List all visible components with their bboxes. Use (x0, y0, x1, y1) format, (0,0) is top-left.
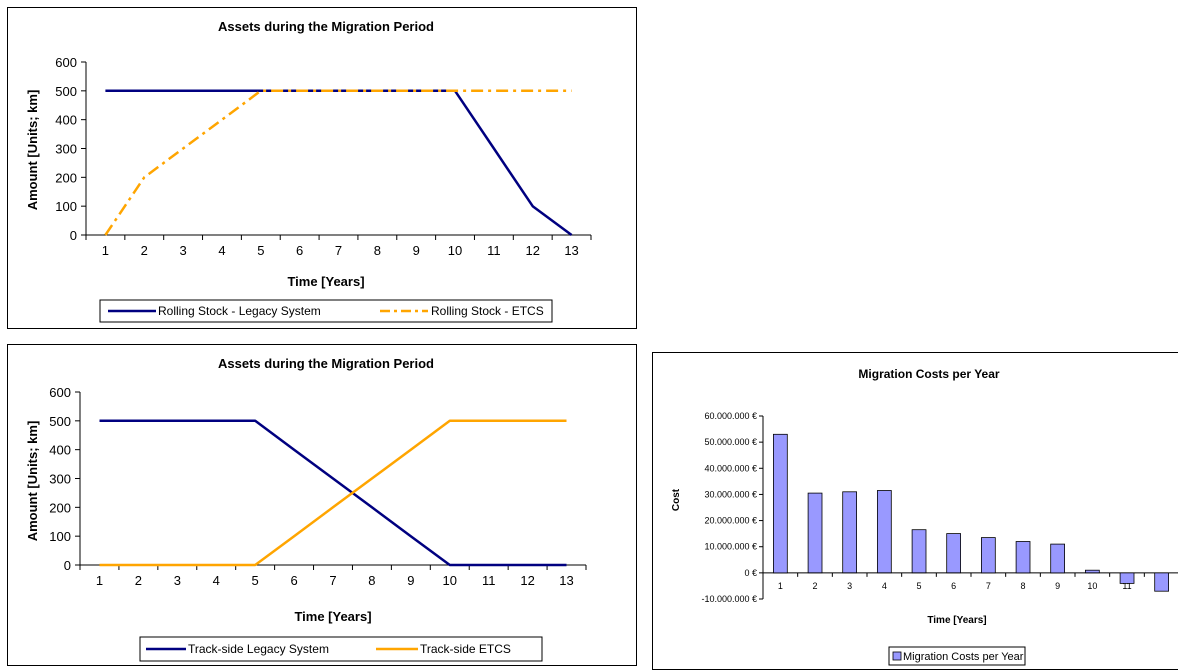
chart-1-svg: Assets during the Migration Period 0 100 2… (25, 19, 592, 323)
x-tick-label: 11 (482, 573, 496, 588)
y-axis-label: Amount [Units; km] (25, 421, 40, 542)
x-tick-label: 2 (141, 243, 148, 258)
x-tick-label: 13 (564, 243, 578, 258)
series-line-1 (99, 419, 567, 567)
x-tick-label: 3 (179, 243, 186, 258)
x-tick-label: 6 (296, 243, 303, 258)
x-tick-label: 2 (135, 573, 142, 588)
legend-box (139, 636, 543, 662)
y-tick-label: 0 (64, 558, 71, 573)
series-line-1 (104, 89, 572, 236)
x-tick-label: 7 (329, 573, 336, 588)
x-tick-label: 6 (290, 573, 297, 588)
legend-box (888, 646, 1026, 666)
y-tick-label: 600 (49, 385, 71, 400)
legend-label: Migration Costs per Year (903, 651, 1024, 663)
y-tick-label: -10.000.000 € (701, 594, 757, 604)
y-tick-label: 600 (55, 55, 77, 70)
chart-title: Migration Costs per Year (858, 367, 999, 381)
x-tick-label: 1 (102, 243, 109, 258)
y-tick-label: 60.000.000 € (704, 411, 757, 421)
bar (1119, 572, 1135, 584)
y-tick-label: 10.000.000 € (704, 542, 757, 552)
y-tick-label: 300 (55, 142, 77, 157)
x-tick-label: 12 (520, 573, 534, 588)
chart-2-svg: Assets during the Migration Period 0 100 2… (25, 356, 587, 662)
bar (1154, 572, 1170, 592)
bar (946, 533, 962, 574)
legend-label-etcs: Track-side ETCS (420, 642, 511, 656)
y-tick-label: 100 (49, 529, 71, 544)
x-axis-label: Time [Years] (927, 615, 986, 626)
y-tick-label: 30.000.000 € (704, 489, 757, 499)
x-tick-label: 5 (252, 573, 259, 588)
x-tick-label: 9 (413, 243, 420, 258)
x-tick-label: 8 (368, 573, 375, 588)
x-tick-label: 5 (916, 581, 921, 591)
x-tick-label: 6 (951, 581, 956, 591)
y-tick-label: 0 (70, 228, 77, 243)
y-tick-label: 400 (49, 443, 71, 458)
x-tick-label: 2 (812, 581, 817, 591)
x-tick-label: 9 (407, 573, 414, 588)
x-tick-label: 7 (986, 581, 991, 591)
x-tick-label: 12 (525, 243, 539, 258)
x-axis-label: Time [Years] (287, 274, 364, 289)
chart-track-side: Assets during the Migration Period 0 100 2… (7, 344, 637, 666)
bar (842, 491, 857, 574)
x-tick-label: 1 (778, 581, 783, 591)
y-tick-label: 40.000.000 € (704, 463, 757, 473)
y-axis-label: Amount [Units; km] (25, 90, 40, 211)
x-tick-label: 5 (257, 243, 264, 258)
y-tick-label: 20.000.000 € (704, 516, 757, 526)
x-tick-label: 3 (174, 573, 181, 588)
series-line-0 (99, 419, 567, 567)
x-tick-label: 7 (335, 243, 342, 258)
bar (1084, 569, 1100, 574)
x-tick-label: 8 (374, 243, 381, 258)
chart-3-svg: Migration Costs per Year -10.000.000 € 0 … (671, 367, 1178, 666)
chart-title: Assets during the Migration Period (218, 19, 434, 34)
y-axis-label: Cost (671, 488, 682, 511)
series-line-0 (105, 89, 573, 237)
x-tick-label: 4 (218, 243, 225, 258)
y-tick-label: 0 € (744, 568, 757, 578)
bar (911, 529, 927, 574)
bar (980, 537, 996, 574)
y-tick-label: 500 (49, 414, 71, 429)
chart-title: Assets during the Migration Period (218, 356, 434, 371)
x-tick-label: 10 (448, 243, 462, 258)
x-axis-label: Time [Years] (294, 609, 371, 624)
legend-box (99, 299, 553, 323)
y-tick-label: 200 (49, 500, 71, 515)
legend-label-legacy: Rolling Stock - Legacy System (158, 304, 321, 318)
chart-migration-costs: Migration Costs per Year -10.000.000 € 0 … (652, 352, 1178, 670)
x-tick-label: 8 (1020, 581, 1025, 591)
y-tick-label: 200 (55, 170, 77, 185)
y-tick-label: 50.000.000 € (704, 437, 757, 447)
x-tick-label: 10 (1087, 581, 1097, 591)
chart-rolling-stock: Assets during the Migration Period 0 100 2… (7, 7, 637, 329)
y-tick-label: 300 (49, 472, 71, 487)
bar (876, 490, 892, 574)
x-tick-label: 9 (1055, 581, 1060, 591)
x-tick-label: 1 (96, 573, 103, 588)
bar (1050, 543, 1066, 574)
x-tick-label: 3 (847, 581, 852, 591)
x-tick-label: 13 (559, 573, 573, 588)
bar (1015, 541, 1031, 574)
legend-label-etcs: Rolling Stock - ETCS (431, 304, 544, 318)
bar (807, 492, 823, 574)
y-tick-label: 100 (55, 199, 77, 214)
y-tick-label: 500 (55, 84, 77, 99)
x-tick-label: 10 (443, 573, 457, 588)
x-tick-label: 11 (487, 243, 501, 258)
x-tick-label: 11 (1122, 581, 1131, 591)
x-tick-label: 4 (882, 581, 887, 591)
x-tick-label: 4 (213, 573, 220, 588)
legend-label-legacy: Track-side Legacy System (188, 642, 329, 656)
y-tick-label: 400 (55, 113, 77, 128)
bar (773, 433, 788, 574)
legend-swatch (892, 651, 902, 661)
